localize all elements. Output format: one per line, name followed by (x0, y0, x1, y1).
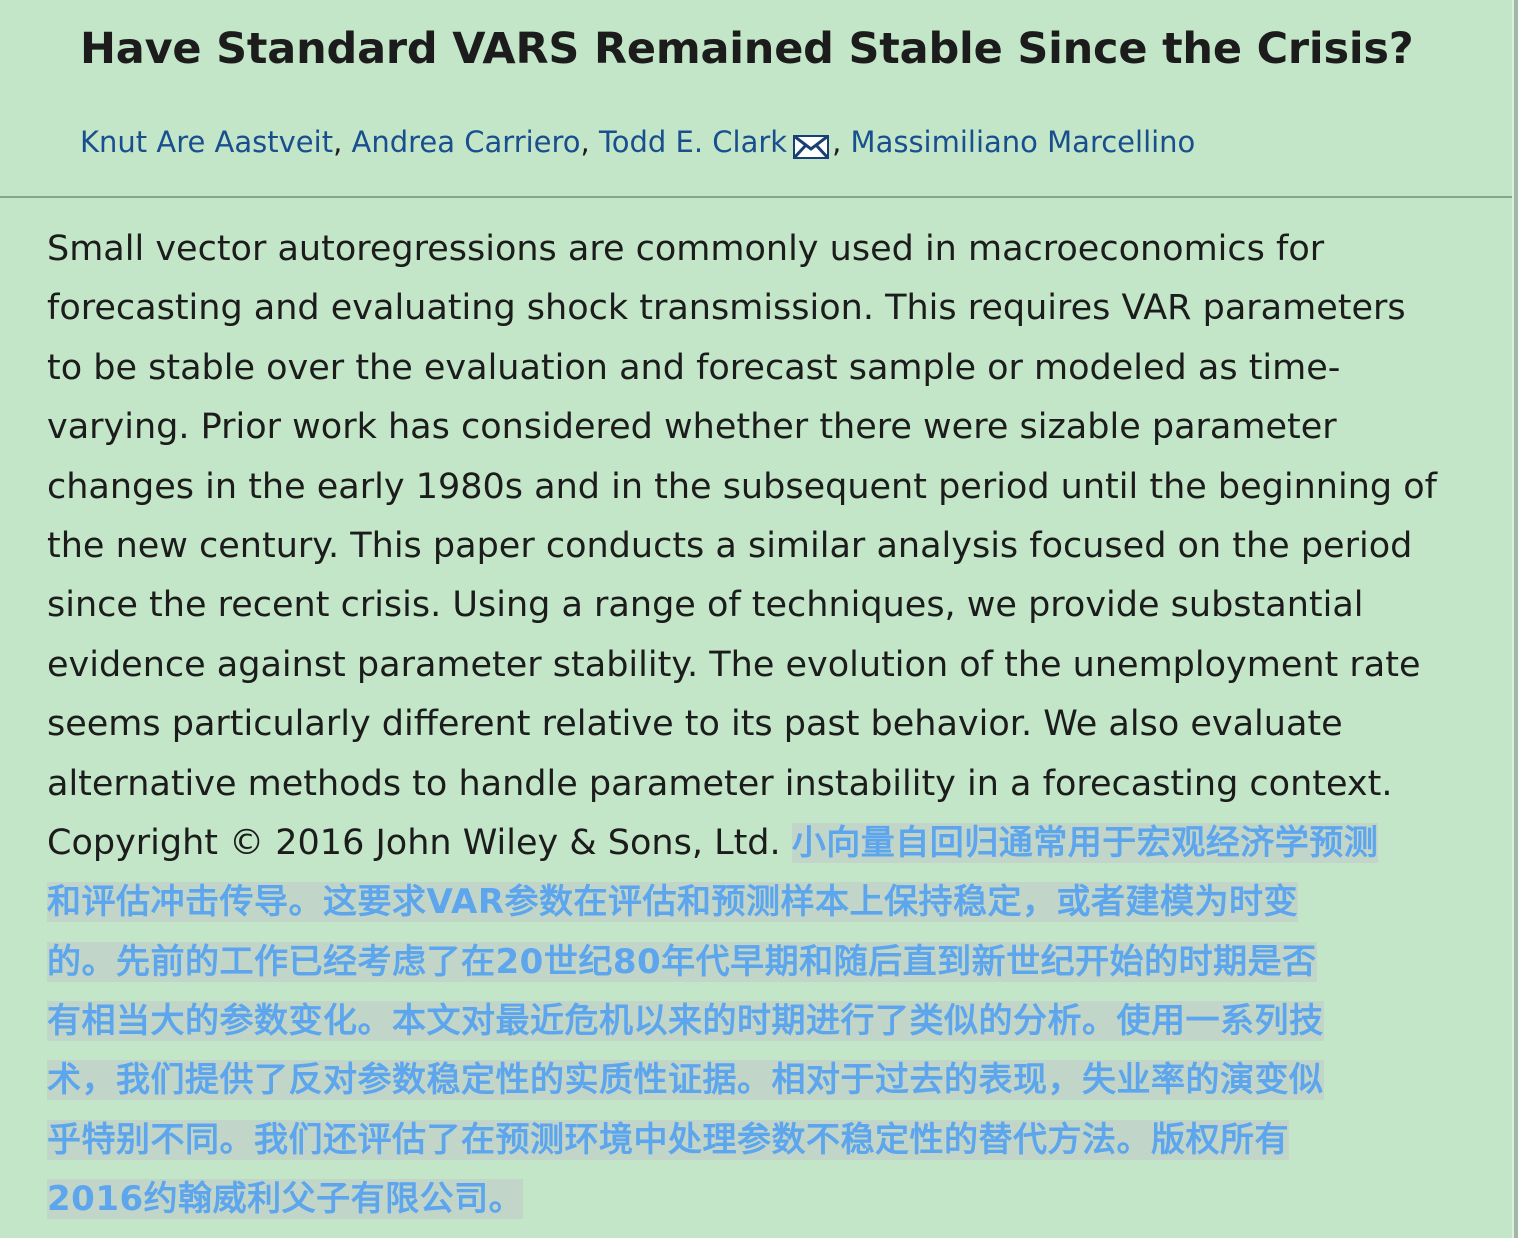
abstract-line: since the recent crisis. Using a range o… (47, 585, 1364, 626)
abstract-line: forecasting and evaluating shock transmi… (47, 288, 1406, 329)
copyright-notice: Copyright © 2016 John Wiley & Sons, Ltd. (47, 822, 792, 863)
author-list: Knut Are Aastveit, Andrea Carriero, Todd… (80, 125, 1196, 160)
author-separator: , (580, 125, 590, 159)
abstract-line: seems particularly different relative to… (47, 704, 1343, 745)
abstract-line: evidence against parameter stability. Th… (47, 644, 1421, 685)
author-link-carriero[interactable]: Andrea Carriero (351, 125, 581, 159)
abstract-line: changes in the early 1980s and in the su… (47, 466, 1437, 507)
abstract-line: Small vector autoregressions are commonl… (47, 229, 1325, 269)
translation-text[interactable]: 2016约翰威利父子有限公司。 (47, 1179, 524, 1220)
author-link-clark[interactable]: Todd E. Clark (598, 125, 788, 159)
translation-text[interactable]: 小向量自回归通常用于宏观经济学预测 (791, 822, 1379, 863)
author-link-marcellino[interactable]: Massimiliano Marcellino (850, 125, 1196, 159)
translation-text[interactable]: 术，我们提供了反对参数稳定性的实质性证据。相对于过去的表现，失业率的演变似 (47, 1060, 1324, 1101)
article-title: Have Standard VARS Remained Stable Since… (80, 24, 1414, 74)
translation-text[interactable]: 和评估冲击传导。这要求VAR参数在评估和预测样本上保持稳定，或者建模为时变 (47, 882, 1298, 923)
abstract-line: the new century. This paper conducts a s… (47, 525, 1413, 566)
window-edge (1512, 0, 1518, 1238)
abstract-line: to be stable over the evaluation and for… (47, 347, 1341, 388)
abstract-text: Small vector autoregressions are commonl… (47, 220, 1509, 1230)
abstract-line: varying. Prior work has considered wheth… (47, 407, 1337, 448)
abstract-line: alternative methods to handle parameter … (47, 763, 1393, 804)
mail-icon[interactable] (793, 132, 830, 160)
translation-line: 的。先前的工作已经考虑了在20世纪80年代早期和随后直到新世纪开始的时期是否 (47, 933, 1509, 992)
translation-text[interactable]: 有相当大的参数变化。本文对最近危机以来的时期进行了类似的分析。使用一系列技 (47, 1001, 1324, 1042)
author-separator: , (333, 125, 343, 159)
article-header: Have Standard VARS Remained Stable Since… (0, 0, 1512, 198)
translation-line: 和评估冲击传导。这要求VAR参数在评估和预测样本上保持稳定，或者建模为时变 (47, 873, 1509, 932)
translation-line: 有相当大的参数变化。本文对最近危机以来的时期进行了类似的分析。使用一系列技 (47, 992, 1509, 1051)
author-separator: , (832, 125, 842, 159)
translation-line: 乎特别不同。我们还评估了在预测环境中处理参数不稳定性的替代方法。版权所有 (47, 1111, 1509, 1170)
translation-line: 术，我们提供了反对参数稳定性的实质性证据。相对于过去的表现，失业率的演变似 (47, 1051, 1509, 1110)
abstract-copyright-line: Copyright © 2016 John Wiley & Sons, Ltd.… (47, 814, 1509, 873)
translation-text[interactable]: 乎特别不同。我们还评估了在预测环境中处理参数不稳定性的替代方法。版权所有 (47, 1119, 1289, 1160)
translation-line: 2016约翰威利父子有限公司。 (47, 1170, 1509, 1229)
translation-text[interactable]: 的。先前的工作已经考虑了在20世纪80年代早期和随后直到新世纪开始的时期是否 (47, 941, 1317, 982)
author-link-aastveit[interactable]: Knut Are Aastveit (80, 125, 334, 159)
